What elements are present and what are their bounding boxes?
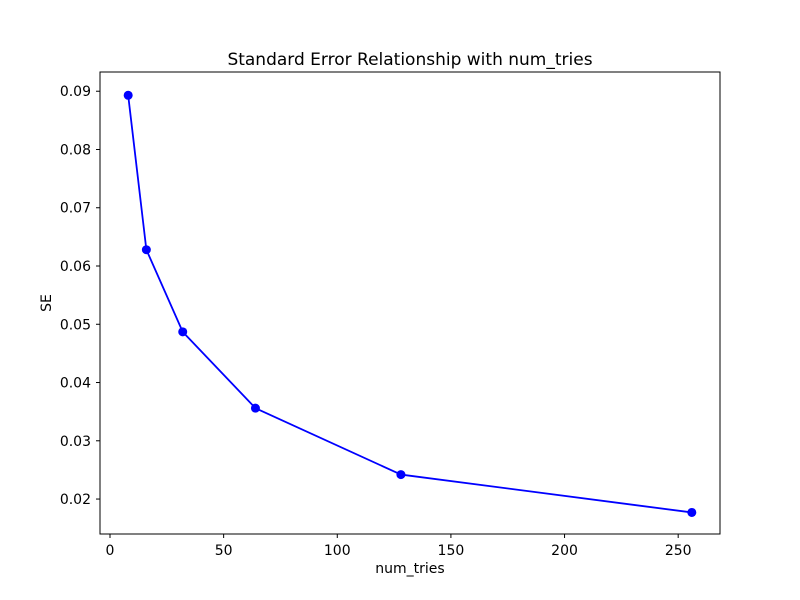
data-point: [141, 245, 151, 255]
data-point: [396, 470, 406, 480]
data-point: [250, 403, 260, 413]
y-tick-label: 0.07: [60, 201, 91, 217]
chart-title: Standard Error Relationship with num_tri…: [227, 50, 592, 70]
y-tick-label: 0.03: [60, 434, 91, 450]
y-tick-label: 0.08: [60, 142, 91, 158]
y-axis-label: SE: [39, 294, 55, 312]
y-tick-label: 0.04: [60, 376, 91, 392]
y-tick-label: 0.05: [60, 317, 91, 333]
x-tick-label: 200: [551, 543, 578, 559]
x-tick-label: 50: [215, 543, 233, 559]
x-tick-label: 100: [324, 543, 351, 559]
x-tick-label: 0: [106, 543, 115, 559]
data-point: [178, 327, 188, 337]
data-point: [687, 507, 697, 517]
y-tick-label: 0.06: [60, 259, 91, 275]
y-tick-label: 0.09: [60, 84, 91, 100]
plot-area: [99, 71, 721, 535]
y-tick-label: 0.02: [60, 492, 91, 508]
data-line: [127, 95, 692, 514]
x-tick-label: 150: [438, 543, 465, 559]
x-tick-label: 250: [665, 543, 692, 559]
data-point: [123, 90, 133, 100]
x-axis-label: num_tries: [375, 561, 444, 577]
